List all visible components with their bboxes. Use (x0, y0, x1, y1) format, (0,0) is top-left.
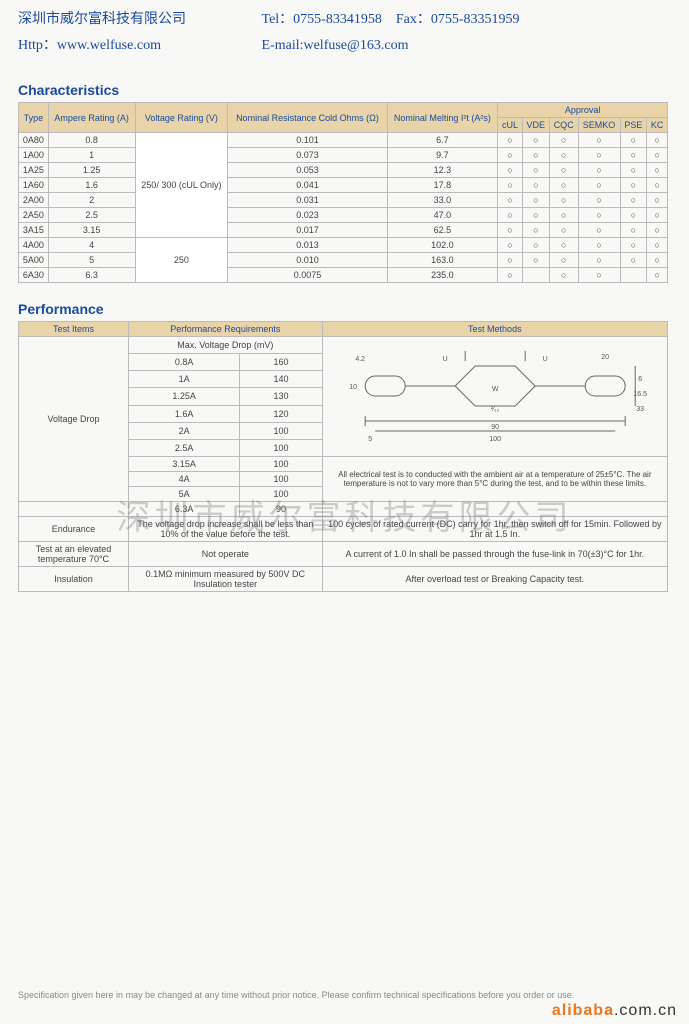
endurance-label: Endurance (19, 517, 129, 542)
footer-note: Specification given here in may be chang… (18, 990, 671, 1000)
table-row: Insulation 0.1MΩ minimum measured by 500… (19, 567, 668, 592)
email-label: E-mail:welfuse@163.com (262, 38, 409, 54)
elevated-req: Not operate (129, 542, 323, 567)
svg-text:100: 100 (489, 436, 501, 443)
col-methods: Test Methods (322, 322, 667, 337)
alibaba-watermark: alibaba.com.cn (552, 1002, 677, 1020)
col-cqc: CQC (549, 118, 578, 133)
col-cul: cUL (498, 118, 522, 133)
col-voltage: Voltage Rating (V) (135, 103, 228, 133)
col-type: Type (19, 103, 49, 133)
max-vd-header: Max. Voltage Drop (mV) (129, 337, 323, 354)
elevated-label: Test at an elevated temperature 70°C (19, 542, 129, 567)
table-row: Endurance The voltage drop increase shal… (19, 517, 668, 542)
svg-text:4.2: 4.2 (355, 356, 365, 363)
endurance-req: The voltage drop increase shall be less … (129, 517, 323, 542)
svg-text:U: U (442, 356, 447, 363)
svg-text:33: 33 (636, 406, 644, 413)
col-test-items: Test Items (19, 322, 129, 337)
table-row: 0A800.8250/ 300 (cUL Only)0.1016.7○○○○○○ (19, 133, 668, 148)
endurance-method: 100 cycles of rated current (DC) carry f… (322, 517, 667, 542)
svg-text:90: 90 (491, 424, 499, 431)
insulation-req: 0.1MΩ minimum measured by 500V DC Insula… (129, 567, 323, 592)
col-pse: PSE (620, 118, 647, 133)
svg-text:20: 20 (601, 354, 609, 361)
table-row: 3A153.150.01762.5○○○○○○ (19, 223, 668, 238)
test-diagram: 4.2 U U 20 10 W 6 16.5 33 5 ²⁄₁₀ 90 100 (322, 337, 667, 457)
col-requirements: Performance Requirements (129, 322, 323, 337)
table-row: 1A251.250.05312.3○○○○○○ (19, 163, 668, 178)
table-header-row: Type Ampere Rating (A) Voltage Rating (V… (19, 103, 668, 118)
insulation-method: After overload test or Breaking Capacity… (322, 567, 667, 592)
col-kc: KC (647, 118, 668, 133)
col-approval: Approval (498, 103, 668, 118)
table-row: 1A0010.0739.7○○○○○○ (19, 148, 668, 163)
col-vde: VDE (522, 118, 549, 133)
fuse-diagram-svg: 4.2 U U 20 10 W 6 16.5 33 5 ²⁄₁₀ 90 100 (327, 341, 663, 451)
table-row: 2A502.50.02347.0○○○○○○ (19, 208, 668, 223)
table-row: Voltage Drop Max. Voltage Drop (mV) (19, 337, 668, 354)
table-row: 1A601.60.04117.8○○○○○○ (19, 178, 668, 193)
table-row: 6A306.30.0075235.0○○○○ (19, 268, 668, 283)
alibaba-text-2: .com.cn (614, 1002, 677, 1019)
svg-text:5: 5 (368, 436, 372, 443)
alibaba-text-1: alibaba (552, 1002, 614, 1019)
insulation-label: Insulation (19, 567, 129, 592)
svg-text:16.5: 16.5 (633, 391, 647, 398)
col-melting: Nominal Melting I²t (A²s) (387, 103, 498, 133)
voltage-drop-label: Voltage Drop (19, 337, 129, 502)
company-name: 深圳市威尔富科技有限公司 (18, 8, 258, 28)
methods-note: All electrical test is to conducted with… (322, 457, 667, 502)
characteristics-title: Characteristics (18, 82, 689, 98)
table-row: 5A0050.010163.0○○○○○○ (19, 253, 668, 268)
svg-text:10: 10 (349, 384, 357, 391)
performance-table: Test Items Performance Requirements Test… (18, 321, 668, 592)
svg-text:²⁄₁₀: ²⁄₁₀ (490, 406, 499, 413)
col-resistance: Nominal Resistance Cold Ohms (Ω) (228, 103, 387, 133)
col-ampere: Ampere Rating (A) (48, 103, 135, 133)
website-label: Http：www.welfuse.com (18, 34, 258, 54)
fax-label: Fax：0755-83351959 (396, 12, 520, 27)
characteristics-table: Type Ampere Rating (A) Voltage Rating (V… (18, 102, 668, 283)
table-row: Test at an elevated temperature 70°C Not… (19, 542, 668, 567)
table-header-row: Test Items Performance Requirements Test… (19, 322, 668, 337)
table-row: 6.3A90 (19, 502, 668, 517)
col-semko: SEMKO (578, 118, 620, 133)
elevated-method: A current of 1.0 In shall be passed thro… (322, 542, 667, 567)
document-header: 深圳市威尔富科技有限公司 Tel：0755-83341958 Fax：0755-… (0, 0, 689, 64)
tel-label: Tel：0755-83341958 (262, 8, 382, 28)
table-row: 4A0042500.013102.0○○○○○○ (19, 238, 668, 253)
svg-text:U: U (542, 356, 547, 363)
svg-text:W: W (492, 386, 499, 393)
performance-title: Performance (18, 301, 689, 317)
svg-text:6: 6 (638, 376, 642, 383)
table-row: 2A0020.03133.0○○○○○○ (19, 193, 668, 208)
